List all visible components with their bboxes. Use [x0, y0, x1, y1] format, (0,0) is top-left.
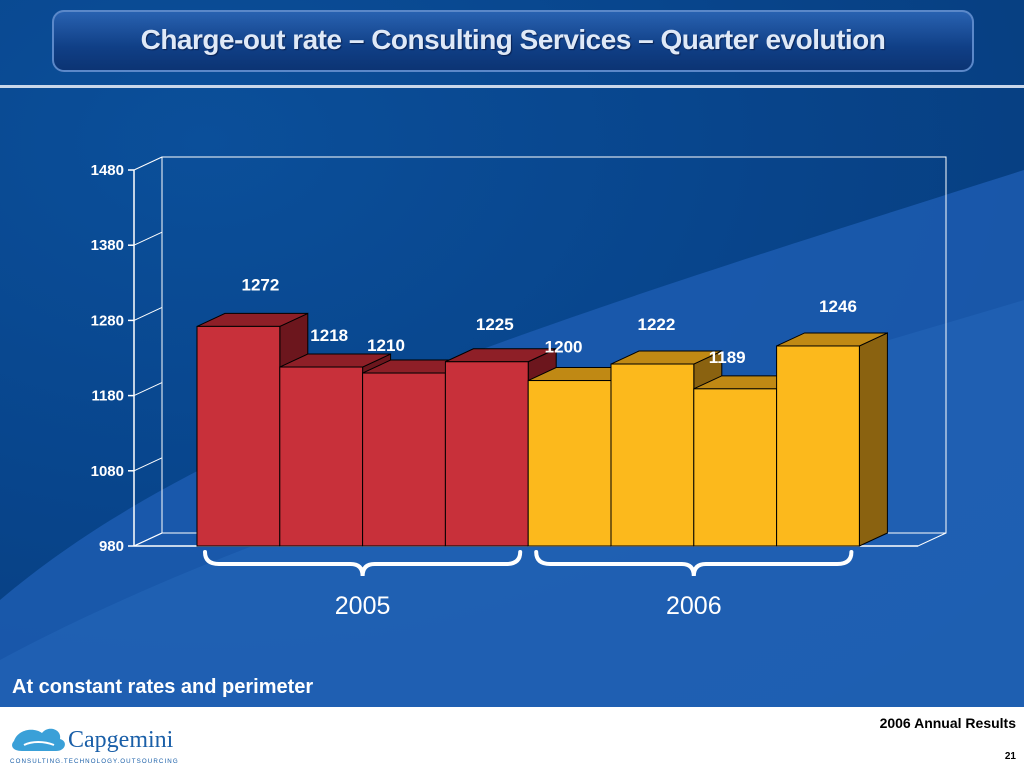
brace-2005	[203, 550, 523, 577]
y-tick-label: 980	[99, 538, 124, 555]
y-tick-depth	[133, 156, 163, 171]
data-labels: 1272 1218 1210 1225 1200 1222 1189 1246	[241, 275, 856, 366]
y-tick-depth	[133, 231, 163, 246]
year-groups: 2005 2006	[203, 550, 854, 620]
data-label-3: 1210	[367, 336, 405, 355]
title-rule	[0, 85, 1024, 88]
data-label-6: 1222	[637, 315, 675, 334]
y-tick-depth	[133, 382, 163, 397]
y-tick-label: 1180	[91, 388, 124, 405]
chart-bars	[196, 312, 888, 547]
data-label-1: 1272	[241, 275, 279, 294]
data-label-5: 1200	[545, 338, 583, 357]
y-tick-depth	[133, 306, 163, 321]
y-tick-depth	[133, 457, 163, 472]
slide-title: Charge-out rate – Consulting Services – …	[140, 24, 886, 55]
svg-text:CONSULTING.TECHNOLOGY.OUTSOURC: CONSULTING.TECHNOLOGY.OUTSOURCING	[10, 758, 179, 765]
bar-8	[776, 332, 888, 547]
year-label-2006: 2006	[666, 592, 722, 620]
title-bar: Charge-out rate – Consulting Services – …	[52, 10, 974, 72]
y-tick-depth	[133, 532, 163, 547]
capgemini-logo: Capgemini CONSULTING.TECHNOLOGY.OUTSOURC…	[10, 727, 179, 765]
y-tick-label: 1280	[91, 312, 124, 329]
data-label-8: 1246	[819, 297, 857, 316]
data-label-4: 1225	[476, 315, 514, 334]
bar-chart: 980 1080 1180 1280 1380 1480 1272 1218 1210 1225…	[91, 156, 888, 620]
data-label-7: 1189	[709, 348, 746, 367]
y-tick-label: 1080	[91, 463, 124, 480]
slide-background: Charge-out rate – Consulting Services – …	[0, 0, 1024, 707]
y-tick-label: 1480	[91, 162, 124, 179]
y-tick-label: 1380	[91, 237, 124, 254]
footnote: At constant rates and perimeter	[12, 676, 314, 698]
svg-text:Capgemini: Capgemini	[68, 727, 174, 753]
footer: Capgemini CONSULTING.TECHNOLOGY.OUTSOURC…	[0, 707, 1024, 768]
page-number: 21	[1004, 751, 1016, 762]
year-label-2005: 2005	[335, 592, 391, 620]
data-label-2: 1218	[310, 326, 348, 345]
report-title: 2006 Annual Results	[879, 715, 1016, 731]
brace-2006	[534, 550, 854, 577]
